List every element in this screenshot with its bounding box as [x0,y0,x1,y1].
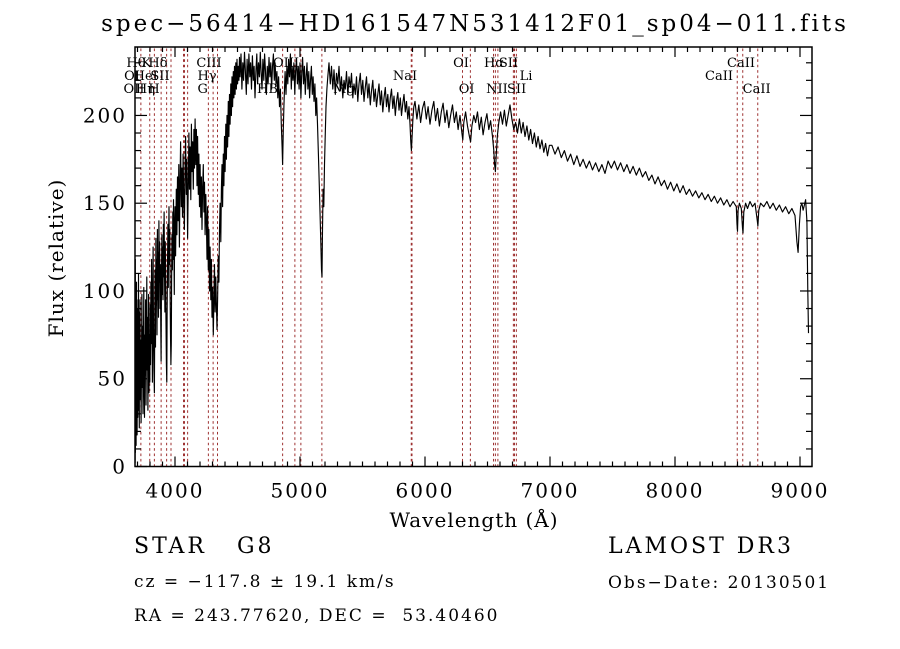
line-label: NII [486,82,508,97]
line-label: Hδ [148,56,167,71]
survey-release-text: LAMOST DR3 [608,534,794,559]
x-tick-label: 7000 [521,479,580,503]
line-label: Li [520,69,533,84]
x-tick-label: 6000 [396,479,455,503]
line-label: Hη [136,82,155,97]
line-label: Mg [333,82,355,97]
line-label: K [142,56,152,71]
x-tick-label: 9000 [771,479,830,503]
line-label: G [198,82,208,97]
line-label: H [148,82,159,97]
line-label: NaI [393,69,417,84]
y-axis-label: Flux (relative) [44,178,68,338]
ra-dec-text: RA = 243.77620, DEC = 53.40460 [134,606,500,626]
line-label: SII [150,69,169,84]
line-label: Hγ [197,69,216,84]
y-tick-label: 200 [83,103,127,127]
line-label: CaII [705,69,733,84]
y-tick-label: 0 [112,455,127,479]
x-tick-label: 4000 [146,479,205,503]
y-tick-label: 100 [83,279,127,303]
x-tick-labels: 4000 5000 6000 7000 8000 9000 [146,479,830,503]
classification-text: STAR G8 [134,534,275,559]
line-label: CIII [196,56,221,71]
line-label: CaII [727,56,755,71]
line-label: OI [453,56,469,71]
line-label: OII [124,82,145,97]
y-tick-label: 50 [98,367,127,391]
y-tick-label: 150 [83,191,127,215]
line-label: OI [459,82,475,97]
x-tick-label: 8000 [646,479,705,503]
line-label: OIII [273,56,299,71]
line-label: Hα [484,56,504,71]
axis-ticks [135,47,812,468]
line-label: CaII [743,82,771,97]
line-label: Hθ [126,56,145,71]
line-label: SII [499,56,518,71]
spectrum-trace [134,51,810,464]
obs-date-text: Obs−Date: 20130501 [608,573,831,593]
radial-velocity-text: cz = −117.8 ± 19.1 km/s [134,572,396,592]
y-tick-labels: 0 50 100 150 200 [83,103,127,479]
line-label: SII [507,82,526,97]
x-axis-label: Wavelength (Å) [389,508,559,532]
line-label: HB [257,82,278,97]
spectral-line-markers [140,48,759,466]
x-tick-label: 5000 [271,479,330,503]
plot-frame [134,46,813,468]
plot-title: spec−56414−HD161547N531412F01_sp04−011.f… [101,11,849,37]
